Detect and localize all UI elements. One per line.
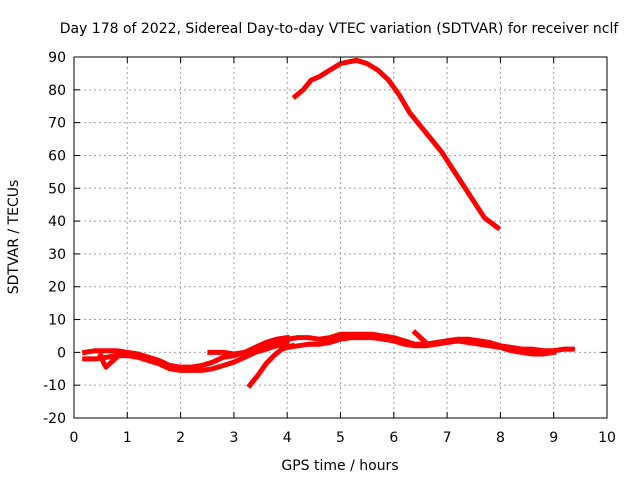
data-series bbox=[81, 57, 575, 389]
series-line-6 bbox=[246, 342, 296, 389]
series-line-4 bbox=[97, 352, 121, 370]
series-line-5 bbox=[207, 334, 291, 357]
x-tick-label: 5 bbox=[336, 430, 345, 446]
y-tick-label: 50 bbox=[48, 181, 66, 197]
y-tick-label: 0 bbox=[57, 345, 66, 361]
y-tick-label: 60 bbox=[48, 148, 66, 164]
y-tick-label: 40 bbox=[48, 214, 66, 230]
y-tick-label: 80 bbox=[48, 83, 66, 99]
x-tick-label: 10 bbox=[598, 430, 616, 446]
x-tick-label: 1 bbox=[123, 430, 132, 446]
y-tick-label: -10 bbox=[43, 378, 66, 394]
y-tick-label: 20 bbox=[48, 280, 66, 296]
x-tick-label: 2 bbox=[176, 430, 185, 446]
grid-lines bbox=[74, 57, 607, 418]
x-tick-label: 9 bbox=[549, 430, 558, 446]
x-tick-label: 3 bbox=[229, 430, 238, 446]
y-tick-label: 90 bbox=[48, 50, 66, 66]
x-tick-label: 4 bbox=[283, 430, 292, 446]
series-line-1 bbox=[291, 57, 502, 232]
series-line-9 bbox=[411, 329, 430, 347]
series-line-8 bbox=[284, 335, 557, 357]
x-tick-label: 0 bbox=[70, 430, 79, 446]
chart-title: Day 178 of 2022, Sidereal Day-to-day VTE… bbox=[60, 21, 620, 37]
x-axis-label: GPS time / hours bbox=[281, 458, 398, 474]
y-tick-label: -20 bbox=[43, 411, 66, 427]
y-tick-label: 30 bbox=[48, 247, 66, 263]
y-axis-label: SDTVAR / TECUs bbox=[6, 180, 22, 295]
axis-ticks: 0 1 2 3 4 5 6 7 8 9 10 -20 -10 0 10 20 30 40 50 60 70 80 90 bbox=[43, 50, 616, 446]
x-tick-label: 7 bbox=[443, 430, 452, 446]
x-tick-label: 6 bbox=[389, 430, 398, 446]
y-tick-label: 70 bbox=[48, 116, 66, 132]
y-tick-label: 10 bbox=[48, 313, 66, 329]
x-tick-label: 8 bbox=[496, 430, 505, 446]
